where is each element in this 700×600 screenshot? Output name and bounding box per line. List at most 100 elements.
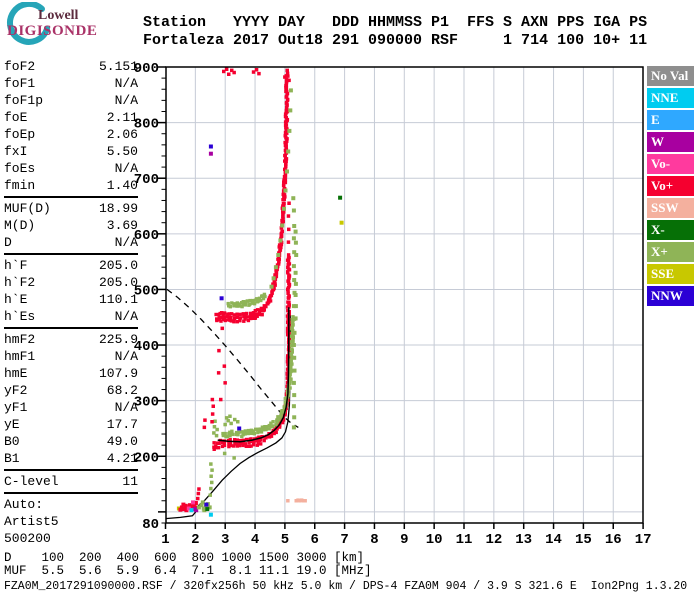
- param-label: h`E: [4, 292, 28, 307]
- param-value: N/A: [114, 309, 138, 324]
- legend-item-x+: X+: [647, 242, 694, 262]
- digisonde-logo-arc: [7, 2, 50, 45]
- param-label: MUF(D): [4, 201, 51, 216]
- y-tick-label: 800: [134, 117, 159, 133]
- x-tick-label: 10: [426, 532, 443, 548]
- legend-item-sse: SSE: [647, 264, 694, 284]
- param-row-foEp: foEp 2.06: [4, 126, 138, 143]
- y-tick-label: 500: [134, 283, 159, 299]
- param-value: 4.21: [106, 451, 138, 466]
- trace-e-red-column: [196, 487, 201, 501]
- param-label: fxI: [4, 144, 28, 159]
- legend-item-nnw: NNW: [647, 286, 694, 306]
- trace-hop1-o-left-spread: [202, 311, 227, 430]
- logo-brand-bottom: DIGISONDE: [7, 23, 98, 39]
- x-tick-label: 1: [161, 532, 169, 548]
- param-label: foF1: [4, 76, 36, 91]
- param-row-C-level: C-level 11: [4, 473, 138, 490]
- param-row-foEs: foEs N/A: [4, 160, 138, 177]
- param-label: B0: [4, 434, 20, 449]
- muf-row: MUF 5.5 5.6 5.9 6.4 7.1 8.1 11.1 19.0 [M…: [4, 564, 372, 578]
- trace-top-spread-dots: [222, 67, 291, 90]
- param-value: 17.7: [106, 417, 138, 432]
- trace-e-region-cluster: [176, 500, 213, 517]
- legend-item-w: W: [647, 132, 694, 152]
- panel-divider: [4, 492, 138, 494]
- x-tick-label: 12: [485, 532, 502, 548]
- header-station-values: Fortaleza 2017 Out18 291 090000 RSF 1 71…: [143, 32, 648, 49]
- y-tick-label: 300: [134, 395, 159, 411]
- param-value: 49.0: [106, 434, 138, 449]
- param-value: 2.11: [106, 110, 138, 125]
- grid: [166, 67, 643, 523]
- param-value: N/A: [114, 349, 138, 364]
- param-row-B1: B1 4.21: [4, 450, 138, 467]
- param-row-hmF2: hmF2 225.9: [4, 331, 138, 348]
- x-tick-label: 9: [400, 532, 408, 548]
- param-label: hmF1: [4, 349, 36, 364]
- y-tick-label: 600: [134, 228, 159, 244]
- legend-item-vo+: Vo+: [647, 176, 694, 196]
- trace-ssw-row: [286, 498, 307, 503]
- x-tick-label: 3: [221, 532, 229, 548]
- trace-fit-curve: [217, 307, 290, 443]
- legend-item-x-: X-: [647, 220, 694, 240]
- trace-hop1-x-scatter: [212, 414, 240, 460]
- param-row-foE: foE 2.11: [4, 109, 138, 126]
- param-value: 225.9: [98, 332, 138, 347]
- panel-footer-line: Auto:: [4, 497, 44, 512]
- param-value: 110.1: [98, 292, 138, 307]
- panel-footer-line: Artist5: [4, 514, 59, 529]
- echo-traces: [176, 67, 344, 517]
- param-row-yE: yE 17.7: [4, 416, 138, 433]
- param-value: 205.0: [98, 258, 138, 273]
- param-value: 1.40: [106, 178, 138, 193]
- param-label: h`F2: [4, 275, 36, 290]
- trace-hop2-x-band: [226, 292, 267, 309]
- trace-hop2-x-rise: [269, 88, 293, 289]
- param-value: 3.69: [106, 218, 138, 233]
- param-row-fxI: fxI 5.50: [4, 143, 138, 160]
- legend-item-e: E: [647, 110, 694, 130]
- x-tick-label: 16: [605, 532, 622, 548]
- trace-hop2-o-band: [214, 306, 265, 324]
- param-row-hmF1: hmF1 N/A: [4, 348, 138, 365]
- param-row-M(D): M(D) 3.69: [4, 217, 138, 234]
- param-row-yF2: yF2 68.2: [4, 382, 138, 399]
- param-value: N/A: [114, 400, 138, 415]
- x-tick-label: 2: [191, 532, 199, 548]
- param-value: N/A: [114, 235, 138, 250]
- param-row-yF1: yF1 N/A: [4, 399, 138, 416]
- param-label: yE: [4, 417, 20, 432]
- param-label: yF1: [4, 400, 28, 415]
- param-label: hmE: [4, 366, 28, 381]
- param-label: yF2: [4, 383, 28, 398]
- param-row-h`F2: h`F2 205.0: [4, 274, 138, 291]
- x-tick-label: 8: [370, 532, 378, 548]
- param-value: N/A: [114, 161, 138, 176]
- panel-divider: [4, 327, 138, 329]
- x-tick-label: 11: [456, 532, 473, 548]
- param-label: foEp: [4, 127, 36, 142]
- param-value: 68.2: [106, 383, 138, 398]
- status-line: FZA0M_2017291090000.RSF / 320fx256h 50 k…: [4, 580, 688, 593]
- param-row-foF2: foF2 5.151: [4, 58, 138, 75]
- param-label: fmin: [4, 178, 36, 193]
- muf-transmission-curve: [166, 288, 299, 428]
- model-curves: [165, 288, 299, 520]
- param-value: 205.0: [98, 275, 138, 290]
- param-row-foF1p: foF1p N/A: [4, 92, 138, 109]
- trace-stray-dots: [208, 144, 344, 431]
- y-tick-label: 200: [134, 450, 159, 466]
- trace-hop1-x-vertical-column: [291, 196, 299, 430]
- y-tick-label: 400: [134, 339, 159, 355]
- echo-direction-legend: No Val NNE E W Vo- Vo+ SSW X- X+ SSE NNW: [647, 66, 694, 308]
- param-label: h`F: [4, 258, 28, 273]
- x-tick-label: 7: [340, 532, 348, 548]
- x-tick-label: 17: [635, 532, 652, 548]
- param-value: 2.06: [106, 127, 138, 142]
- header-column-titles: Station YYYY DAY DDD HHMMSS P1 FFS S AXN…: [143, 14, 648, 31]
